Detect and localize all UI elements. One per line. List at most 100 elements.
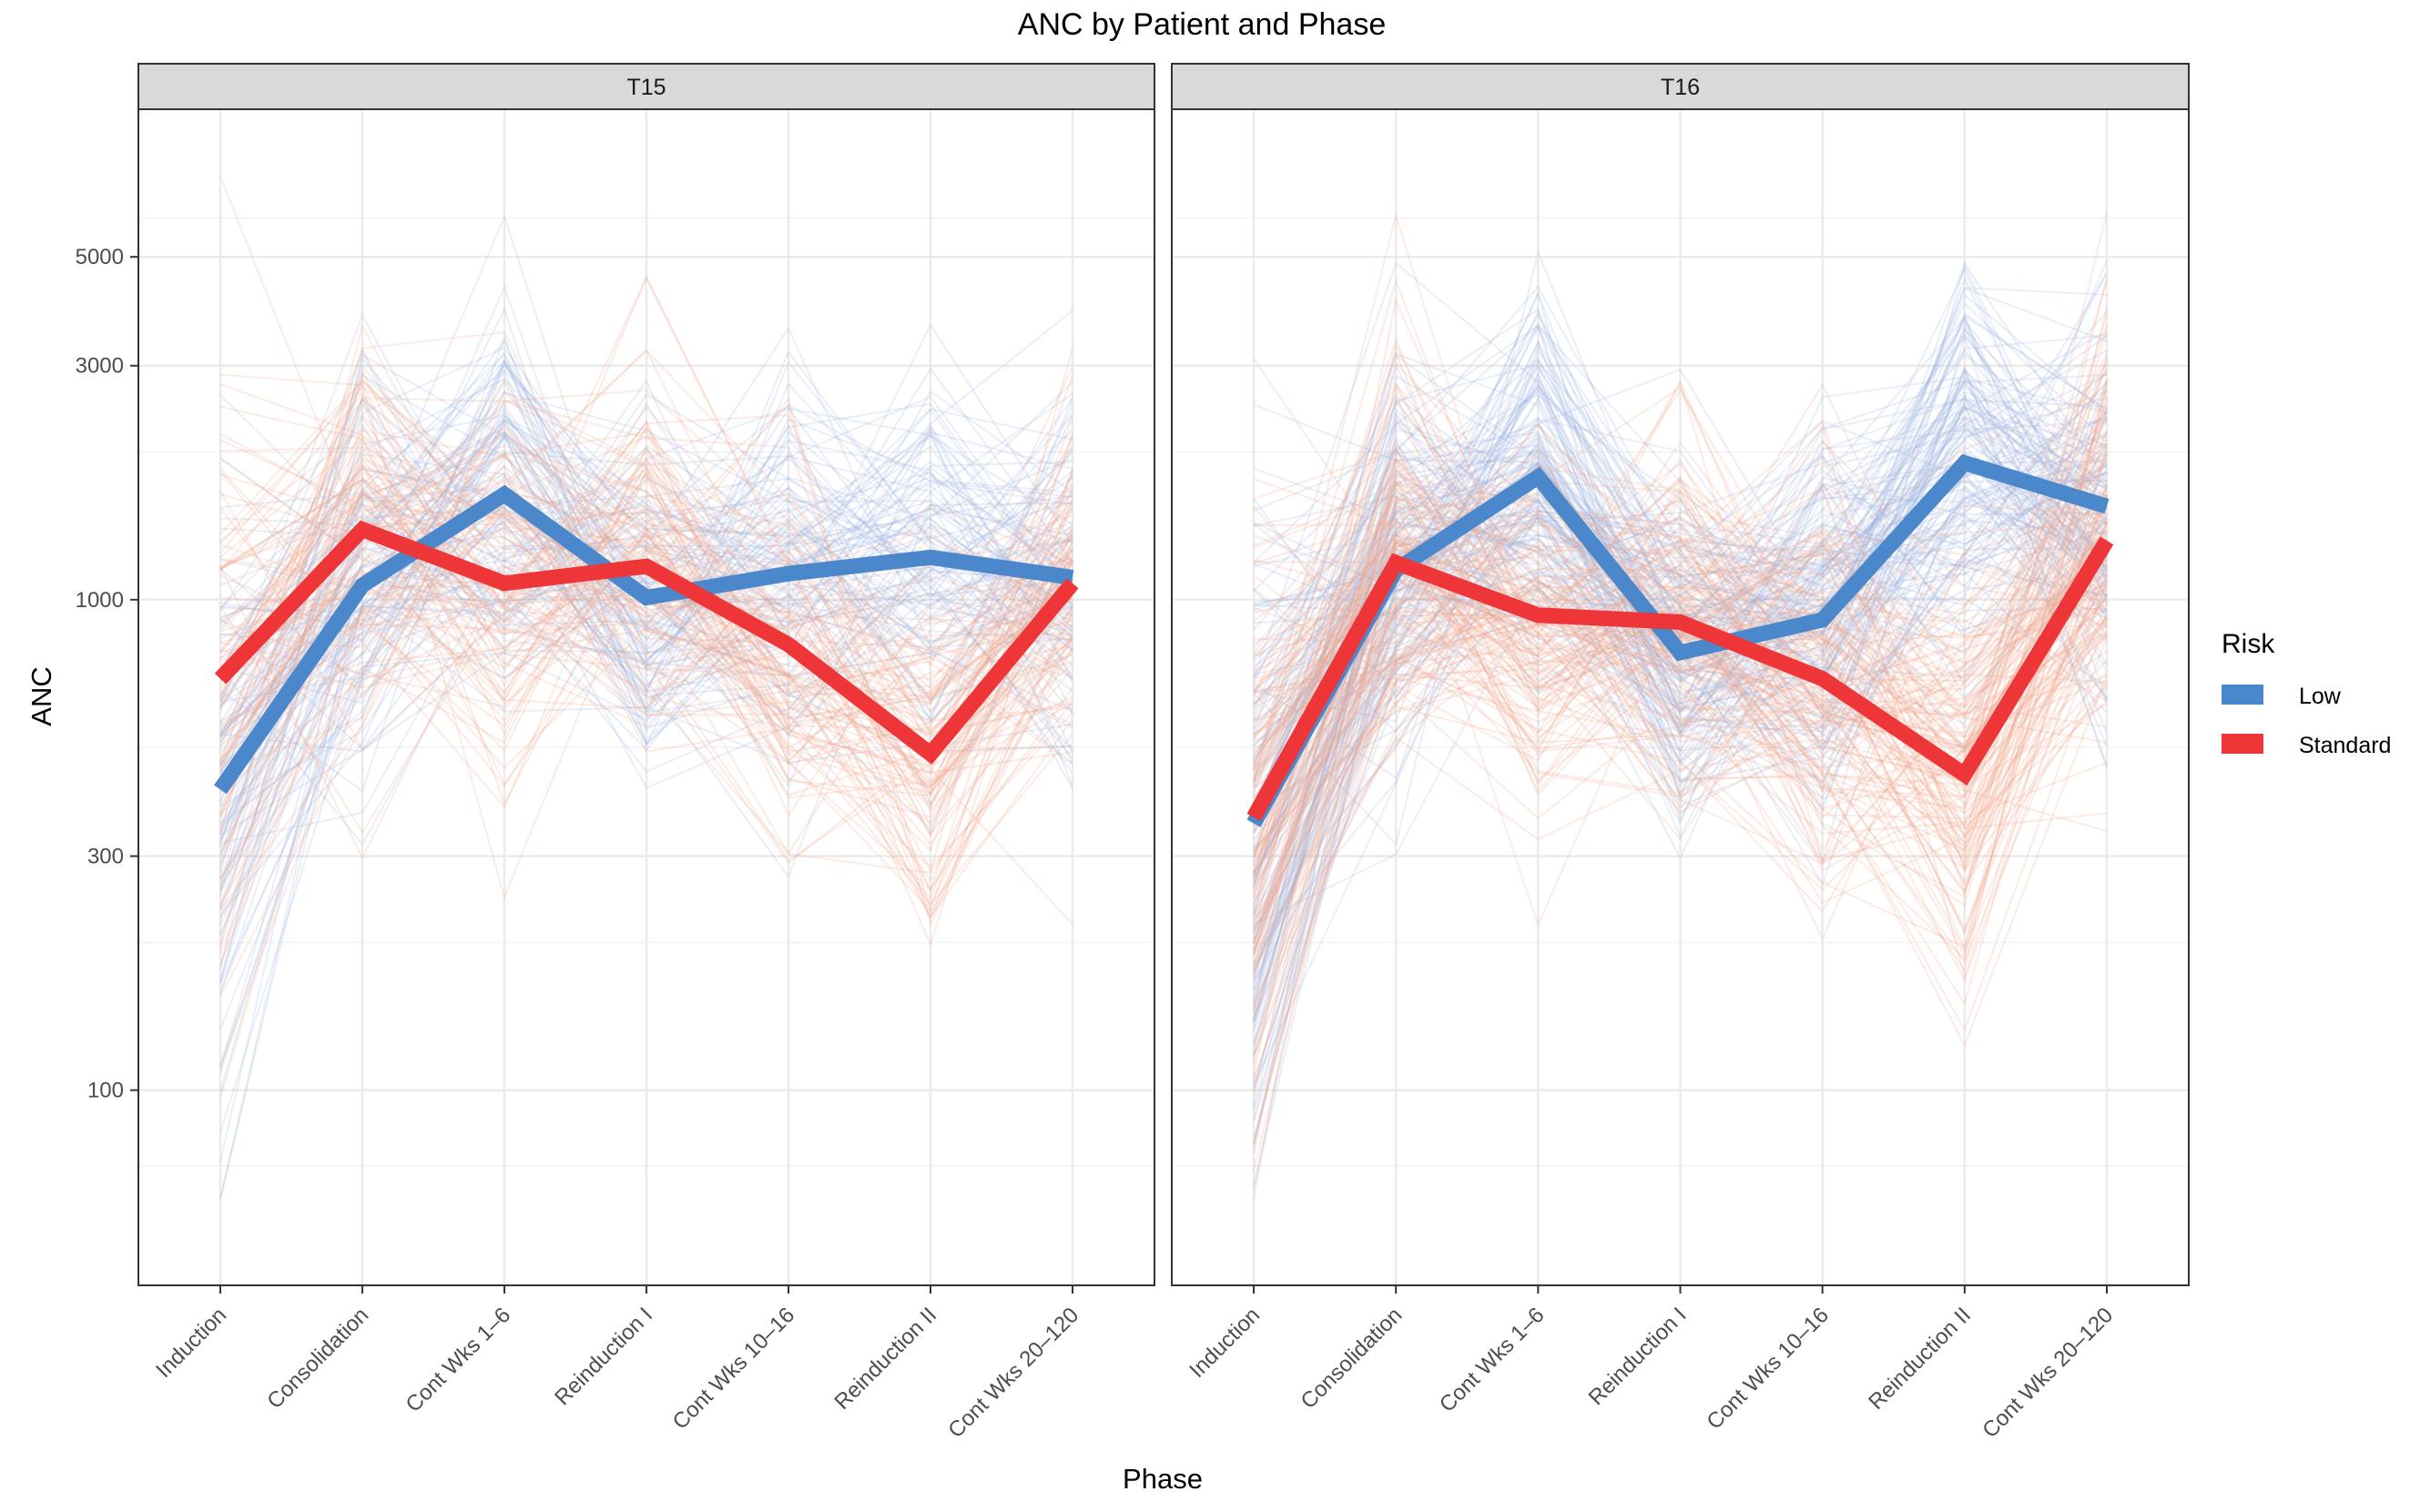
patient-line-standard [1253,359,2108,1145]
patient-line-low [1253,423,2108,752]
patient-line-standard [219,396,1073,916]
patient-line-standard [219,369,1073,750]
patient-line-low [219,360,1073,891]
patient-line-low [219,526,1073,789]
patient-line-standard [1253,440,2108,949]
patient-line-low [219,395,1073,802]
patient-line-standard [1253,567,2108,790]
patient-line-low [1253,276,2108,716]
patient-line-standard [219,434,1073,856]
patient-line-low [1253,249,2108,847]
patient-line-standard [219,615,1073,764]
patient-line-low [219,440,1073,1133]
patient-line-standard [1253,502,2108,1021]
patient-line-standard [219,544,1073,794]
patient-line-standard [219,425,1073,919]
patient-line-low [1253,321,2108,939]
patient-line-standard [1253,495,2108,854]
x-tick-label: Cont Wks 10–16 [1702,1303,1834,1435]
patient-trajectories [219,176,1073,1200]
patient-line-low [1253,490,2108,779]
patient-line-standard [1253,486,2108,974]
facet-strip [137,63,1155,110]
patient-line-standard [1253,451,2108,1009]
patient-line-standard [219,431,1073,857]
patient-line-standard [219,435,1073,919]
patient-line-low [1253,463,2108,678]
patient-line-standard [1253,388,2108,776]
patient-line-standard [1253,584,2108,1143]
patient-line-standard [1253,423,2108,981]
patient-line-standard [219,609,1073,907]
patient-line-low [1253,453,2108,874]
patient-line-standard [1253,554,2108,841]
patient-line-low [219,335,1073,831]
patient-line-low [219,470,1073,644]
patient-line-standard [1253,513,2108,951]
patient-line-low [1253,479,2108,838]
patient-line-standard [1253,439,2108,888]
legend-title: Risk [2222,629,2275,659]
patient-line-low [1253,428,2108,1200]
patient-line-standard [1253,411,2108,859]
patient-line-standard [219,400,1073,807]
patient-line-standard [219,472,1073,776]
patient-line-standard [1253,325,2108,748]
patient-line-low [219,361,1073,636]
patient-line-standard [219,472,1073,891]
patient-line-standard [219,347,1073,949]
patient-line-low [219,415,1073,633]
patient-line-low [1253,291,2108,747]
patient-line-low [1253,360,2108,1082]
patient-line-low [219,495,1073,771]
patient-line-low [219,487,1073,1200]
patient-line-low [219,284,1073,938]
patient-line-low [1253,401,2108,969]
patient-line-low [219,424,1073,679]
patient-line-low [219,378,1073,737]
patient-line-low [219,415,1073,682]
patient-line-low [1253,416,2108,944]
patient-line-standard [219,383,1073,907]
patient-line-standard [1253,417,2108,769]
patient-line-standard [1253,418,2108,810]
patient-line-low [219,363,1073,847]
patient-line-standard [1253,487,2108,876]
patient-line-low [219,414,1073,991]
patient-line-standard [219,528,1073,721]
patient-line-low [219,352,1073,836]
patient-line-low [1253,416,2108,997]
patient-line-low [1253,493,2108,990]
patient-line-low [1253,312,2108,1107]
panel-t16: T16 Induction Consolidation Cont Wks 1–6 Rei… [1171,63,2190,1443]
patient-line-standard [219,493,1073,713]
patient-line-low [219,397,1073,632]
patient-line-low [1253,453,2108,951]
patient-line-low [219,457,1073,752]
patient-line-standard [219,381,1073,764]
patient-line-standard [219,419,1073,705]
patient-line-low [1253,352,2108,858]
patient-line-standard [219,452,1073,856]
patient-line-low [219,418,1073,705]
x-tick-label: Cont Wks 20–120 [943,1303,1083,1443]
patient-line-standard [219,402,1073,928]
patient-line-standard [219,448,1073,704]
patient-line-standard [1253,518,2108,783]
patient-line-standard [219,437,1073,787]
y-axis-label: ANC [25,666,57,726]
patient-line-standard [1253,278,2108,783]
patient-line-low [1253,408,2108,1110]
patient-line-standard [219,489,1073,818]
patient-line-standard [219,444,1073,792]
patient-line-low [1253,377,2108,1139]
patient-line-standard [219,525,1073,796]
patient-line-low [1253,422,2108,822]
patient-line-standard [1253,494,2108,833]
patient-line-standard [1253,558,2108,786]
patient-line-low [219,468,1073,879]
patient-line-standard [1253,559,2108,772]
patient-line-standard [219,371,1073,891]
patient-line-standard [219,435,1073,953]
patient-line-standard [1253,400,2108,809]
